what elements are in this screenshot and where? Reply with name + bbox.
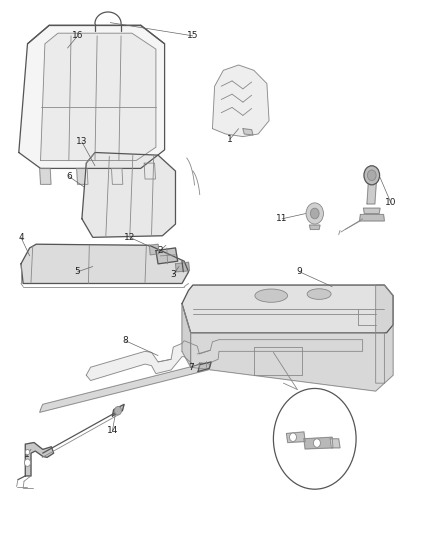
Circle shape — [314, 439, 321, 447]
Circle shape — [115, 407, 121, 415]
Text: 14: 14 — [107, 426, 118, 435]
Text: 10: 10 — [385, 198, 397, 207]
Circle shape — [364, 166, 380, 185]
Polygon shape — [310, 225, 320, 229]
Polygon shape — [330, 439, 340, 448]
Polygon shape — [86, 340, 363, 381]
Polygon shape — [112, 168, 123, 184]
Ellipse shape — [255, 289, 288, 302]
Polygon shape — [40, 168, 51, 184]
Polygon shape — [304, 437, 333, 449]
Text: 4: 4 — [18, 233, 24, 242]
Polygon shape — [360, 215, 385, 221]
Text: 5: 5 — [74, 268, 81, 276]
Polygon shape — [176, 262, 189, 272]
Circle shape — [306, 203, 323, 224]
Text: 2: 2 — [286, 434, 291, 443]
Polygon shape — [212, 65, 269, 136]
Polygon shape — [25, 442, 53, 476]
Polygon shape — [191, 333, 385, 391]
Circle shape — [311, 208, 319, 219]
Circle shape — [25, 459, 31, 466]
Polygon shape — [243, 128, 253, 135]
Circle shape — [367, 170, 376, 181]
Polygon shape — [156, 248, 178, 264]
Polygon shape — [182, 285, 393, 333]
Text: 6: 6 — [66, 172, 72, 181]
Text: 13: 13 — [76, 138, 88, 147]
Polygon shape — [364, 208, 380, 214]
Polygon shape — [198, 362, 211, 372]
Text: 9: 9 — [297, 268, 302, 276]
Polygon shape — [144, 163, 155, 179]
Text: 11: 11 — [276, 214, 288, 223]
Text: 3: 3 — [297, 453, 302, 462]
Text: 15: 15 — [187, 31, 199, 41]
Polygon shape — [149, 244, 159, 255]
Polygon shape — [41, 33, 156, 160]
Polygon shape — [77, 168, 88, 184]
Polygon shape — [286, 432, 305, 442]
Text: 8: 8 — [123, 336, 128, 345]
Text: 16: 16 — [72, 31, 83, 41]
Polygon shape — [367, 177, 377, 204]
Text: 12: 12 — [124, 233, 135, 242]
Polygon shape — [113, 405, 124, 416]
Polygon shape — [182, 304, 191, 367]
Text: 2: 2 — [157, 246, 163, 255]
Circle shape — [273, 389, 356, 489]
Polygon shape — [21, 244, 188, 284]
Circle shape — [290, 433, 297, 441]
Text: 3: 3 — [170, 270, 176, 279]
Ellipse shape — [307, 289, 331, 300]
Polygon shape — [82, 152, 176, 237]
Text: 1: 1 — [227, 135, 233, 144]
Polygon shape — [19, 25, 165, 168]
Text: 1: 1 — [24, 450, 29, 459]
Polygon shape — [376, 285, 393, 383]
Circle shape — [25, 449, 30, 455]
Polygon shape — [40, 363, 210, 413]
Text: 7: 7 — [188, 363, 194, 372]
